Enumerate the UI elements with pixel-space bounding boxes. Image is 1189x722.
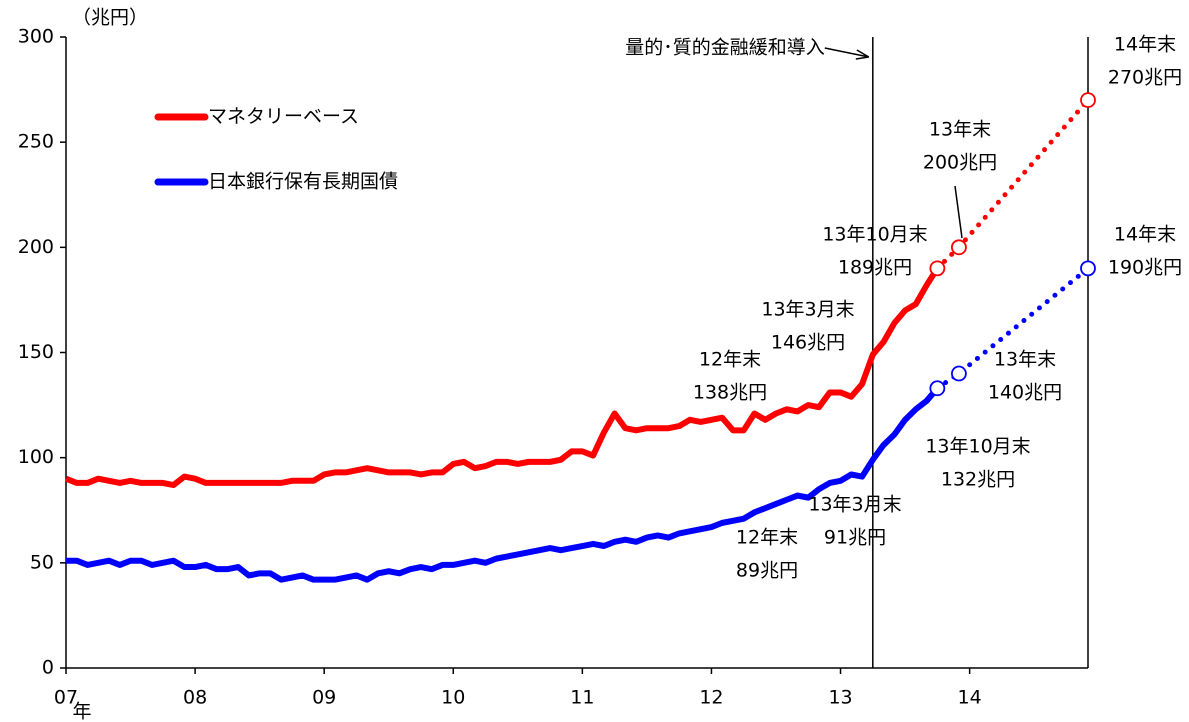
projection-marker — [1080, 260, 1096, 277]
annotation: 14年末 — [1114, 224, 1176, 246]
x-tick-label: 11 — [570, 687, 594, 709]
projection-marker — [929, 380, 946, 397]
projection-line — [934, 265, 1091, 391]
annotation: 13年末 — [929, 119, 991, 141]
annotation: 146兆円 — [771, 332, 845, 354]
projection-marker — [951, 239, 967, 256]
y-axis-label: （兆円） — [72, 7, 148, 29]
legend-label: 日本銀行保有長期国債 — [208, 171, 398, 193]
x-tick-label: 10 — [441, 687, 465, 709]
y-tick-label: 0 — [42, 657, 54, 679]
annotation: 13年3月末 — [761, 299, 854, 321]
x-tick-label: 09 — [312, 687, 336, 709]
annotation: 91兆円 — [824, 527, 886, 549]
annotation: 13年末 — [994, 349, 1056, 371]
projection-marker — [929, 260, 946, 277]
x-tick-label: 14 — [958, 687, 982, 709]
annotation: 13年10月末 — [822, 224, 927, 246]
annotation: 12年末 — [736, 527, 798, 549]
event-label: 量的･質的金融緩和導入 — [625, 37, 825, 59]
x-tick-label: 07 — [54, 687, 78, 709]
annotation: 189兆円 — [838, 257, 912, 279]
annotation: 132兆円 — [941, 469, 1015, 491]
series-line — [64, 266, 940, 489]
leader-line — [954, 185, 963, 239]
x-tick-label: 13 — [828, 687, 852, 709]
annotation: 200兆円 — [923, 152, 997, 174]
y-tick-label: 100 — [18, 446, 54, 468]
y-tick-label: 200 — [18, 236, 54, 258]
annotation: 13年3月末 — [808, 494, 901, 516]
event-arrow — [824, 47, 870, 60]
legend-label: マネタリーベース — [208, 106, 359, 128]
annotation: 14年末 — [1114, 34, 1176, 56]
y-tick-label: 50 — [30, 551, 54, 573]
annotation: 140兆円 — [988, 382, 1062, 404]
x-axis-unit: 年 — [72, 701, 91, 722]
y-tick-label: 300 — [18, 26, 54, 48]
annotation: 138兆円 — [693, 382, 767, 404]
annotation: 13年10月末 — [925, 436, 1030, 458]
annotation: 89兆円 — [736, 560, 798, 582]
projection-marker — [951, 365, 967, 382]
annotation: 190兆円 — [1108, 257, 1182, 279]
x-tick-label: 08 — [183, 687, 207, 709]
annotation: 270兆円 — [1108, 67, 1182, 89]
projection-marker — [1080, 92, 1096, 108]
y-tick-label: 150 — [18, 341, 54, 363]
y-tick-label: 250 — [18, 131, 54, 153]
x-tick-label: 12 — [699, 687, 723, 709]
series-line — [66, 386, 940, 583]
annotation: 12年末 — [699, 349, 761, 371]
